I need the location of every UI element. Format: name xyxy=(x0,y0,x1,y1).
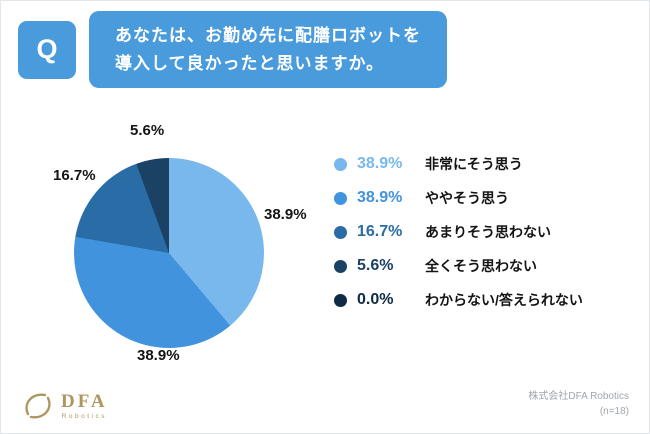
pie-slice-label-very-disagree: 5.6% xyxy=(130,122,165,139)
legend-row: 0.0% わからない/答えられない xyxy=(334,290,634,310)
legend-dot-icon xyxy=(334,259,347,273)
question-bubble: あなたは、お勤め先に配膳ロボットを 導入して良かったと思いますか。 xyxy=(89,11,447,89)
question-line-1: あなたは、お勤め先に配膳ロボットを xyxy=(115,26,421,45)
pie-chart xyxy=(74,158,264,348)
legend-dot-icon xyxy=(334,225,347,239)
pie-slice-label-very-agree: 38.9% xyxy=(264,206,307,223)
pie-slice-label-agree: 38.9% xyxy=(137,347,180,364)
legend-dot-icon xyxy=(334,293,347,307)
logo-wordmark: DFA xyxy=(61,391,108,412)
legend-percent: 38.9% xyxy=(357,189,403,206)
logo-swirl-icon xyxy=(25,393,51,419)
question-line-2: 導入して良かったと思いますか。 xyxy=(115,53,385,73)
legend-label: 非常にそう思う xyxy=(425,156,523,172)
legend: 38.9% 非常にそう思う 38.9% ややそう思う 16.7% あまりそう思わない 5.6… xyxy=(334,154,634,324)
logo-texts: DFA Robotics xyxy=(61,392,108,420)
logo-subtext: Robotics xyxy=(61,413,107,420)
legend-label: わからない/答えられない xyxy=(425,292,583,308)
legend-dot-icon xyxy=(334,157,347,171)
legend-label: 全くそう思わない xyxy=(425,258,537,274)
legend-row: 5.6% 全くそう思わない xyxy=(334,256,634,276)
legend-percent: 0.0% xyxy=(357,291,394,308)
legend-percent: 16.7% xyxy=(357,223,403,240)
footer-company: 株式会社DFA Robotics xyxy=(528,391,629,402)
legend-label: あまりそう思わない xyxy=(425,224,551,240)
pie-slice-label-disagree: 16.7% xyxy=(53,167,96,184)
legend-row: 38.9% ややそう思う xyxy=(334,188,634,208)
legend-row: 16.7% あまりそう思わない xyxy=(334,222,634,242)
header: Q あなたは、お勤め先に配膳ロボットを 導入して良かったと思いますか。 xyxy=(18,11,447,89)
footer-note: 株式会社DFA Robotics (n=18) xyxy=(528,389,629,419)
legend-row: 38.9% 非常にそう思う xyxy=(334,154,634,174)
footer-sample-size: (n=18) xyxy=(599,406,629,417)
legend-label: ややそう思う xyxy=(425,190,509,206)
company-logo: DFA Robotics xyxy=(21,389,108,423)
question-badge: Q xyxy=(18,20,76,79)
legend-percent: 38.9% xyxy=(357,155,403,172)
legend-dot-icon xyxy=(334,191,347,205)
legend-percent: 5.6% xyxy=(357,257,394,274)
